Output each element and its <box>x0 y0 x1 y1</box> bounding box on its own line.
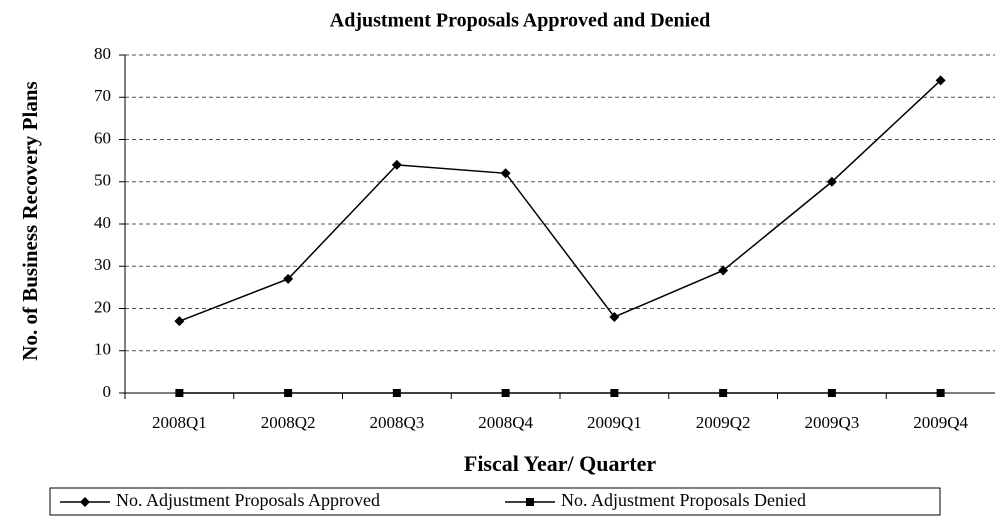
diamond-marker <box>609 311 620 322</box>
square-marker <box>827 389 836 397</box>
diamond-marker <box>80 497 90 507</box>
diamond-marker <box>500 168 511 179</box>
diamond-marker <box>174 316 185 327</box>
square-marker <box>392 389 401 397</box>
diamond-marker <box>935 75 946 86</box>
y-tick-label: 0 <box>103 382 112 401</box>
x-tick-label: 2009Q2 <box>696 413 751 432</box>
y-tick-label: 40 <box>94 213 111 232</box>
diamond-marker <box>283 273 294 284</box>
square-marker <box>526 498 534 506</box>
x-tick-label: 2008Q3 <box>369 413 424 432</box>
x-tick-label: 2008Q1 <box>152 413 207 432</box>
square-marker <box>719 389 728 397</box>
square-marker <box>936 389 945 397</box>
y-tick-label: 60 <box>94 128 111 147</box>
x-tick-label: 2009Q3 <box>804 413 859 432</box>
chart-title: Adjustment Proposals Approved and Denied <box>330 10 710 32</box>
y-tick-label: 10 <box>94 340 111 359</box>
square-marker <box>610 389 619 397</box>
diamond-marker <box>718 265 729 276</box>
square-marker <box>501 389 510 397</box>
x-tick-label: 2008Q4 <box>478 413 533 432</box>
y-tick-label: 80 <box>94 44 111 63</box>
square-marker <box>175 389 184 397</box>
legend-label: No. Adjustment Proposals Denied <box>561 490 806 510</box>
x-axis-title: Fiscal Year/ Quarter <box>464 451 656 476</box>
square-marker <box>284 389 293 397</box>
legend-label: No. Adjustment Proposals Approved <box>116 490 380 510</box>
y-axis-title: No. of Business Recovery Plans <box>18 81 42 361</box>
y-tick-label: 30 <box>94 255 111 274</box>
x-tick-label: 2009Q4 <box>913 413 968 432</box>
diamond-marker <box>391 159 402 170</box>
series-line <box>179 79 942 322</box>
diamond-marker <box>826 176 837 187</box>
y-tick-label: 50 <box>94 171 111 190</box>
y-tick-label: 70 <box>94 86 111 105</box>
x-tick-label: 2008Q2 <box>261 413 316 432</box>
legend-box <box>49 487 941 516</box>
x-tick-label: 2009Q1 <box>587 413 642 432</box>
y-tick-label: 20 <box>94 297 111 316</box>
